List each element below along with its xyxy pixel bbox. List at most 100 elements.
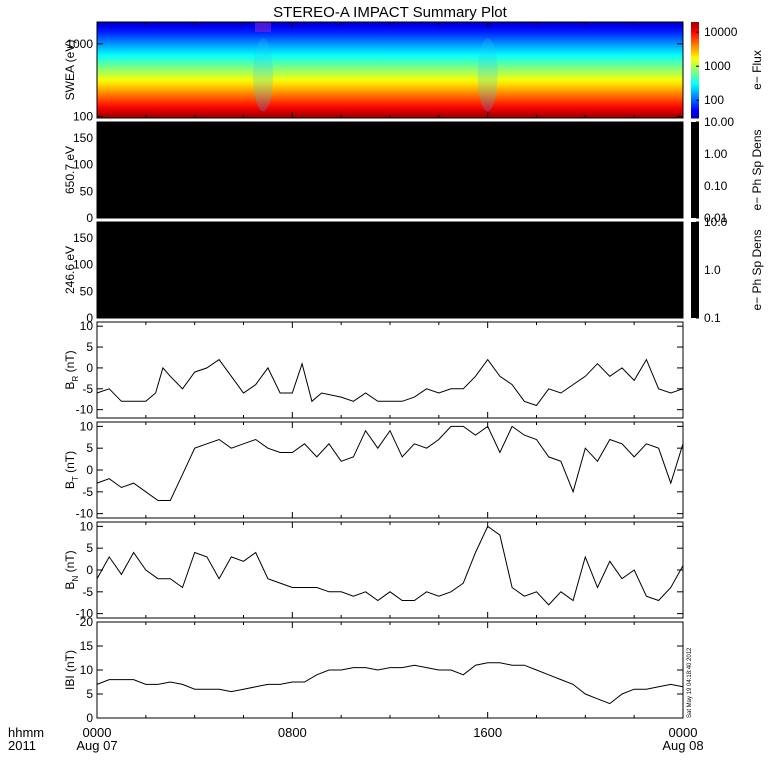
panel-7: 0 5 10 15 20 IBI (nT) — [63, 615, 684, 725]
colorbar-cell — [691, 98, 699, 102]
colorbar-cell — [691, 115, 699, 119]
colorbar-cell — [691, 86, 699, 90]
y-tick-label: 150 — [73, 231, 93, 245]
series-line — [96, 425, 684, 501]
colorbar-tick-label: 1.00 — [704, 147, 728, 161]
colorbar-cell — [691, 89, 699, 93]
colorbar — [691, 222, 699, 318]
colorbar-cell — [691, 58, 699, 61]
spectrogram-image — [97, 22, 683, 118]
colorbar-tick-label: 1000 — [704, 59, 731, 73]
y-axis-label: 246.6 eV — [63, 246, 77, 294]
y-tick-label: 5 — [86, 687, 93, 701]
colorbar-tick-label: 10000 — [704, 25, 738, 39]
spectrogram-dip — [253, 38, 274, 112]
y-label-sub: T — [71, 476, 80, 481]
colorbar-cell — [691, 29, 699, 33]
colorbar-cell — [691, 101, 699, 105]
y-tick-label: -5 — [82, 485, 93, 499]
colorbar-cell — [691, 24, 699, 28]
colorbar-tick-label: 10.00 — [704, 115, 734, 129]
y-axis-label: BT (nT) — [63, 451, 80, 489]
y-label-main: B — [63, 582, 77, 590]
colorbar-cell — [691, 41, 699, 45]
y-tick-label: 10 — [80, 319, 94, 333]
colorbar-cell — [691, 96, 699, 100]
x-tick-label: 0000 — [669, 725, 698, 740]
colorbar-cell — [691, 72, 699, 76]
colorbar-cell — [691, 34, 699, 37]
y-axis-label: IBI (nT) — [63, 650, 77, 690]
colorbar-label: e− Ph Sp Dens — [750, 129, 764, 210]
x-tick-date: Aug 08 — [662, 738, 703, 753]
y-tick-label: 0 — [86, 711, 93, 725]
colorbar-cell — [691, 67, 699, 71]
y-tick-label: 100 — [73, 258, 93, 272]
x-tick-label: 0000 — [83, 725, 112, 740]
y-axis-label: BN (nT) — [63, 550, 80, 589]
y-tick-label: 100 — [73, 158, 93, 172]
plot-title: STEREO-A IMPACT Summary Plot — [273, 4, 507, 21]
y-tick-label: 5 — [86, 441, 93, 455]
series-line — [96, 525, 684, 606]
colorbar-cell — [691, 70, 699, 73]
y-tick-label: 150 — [73, 131, 93, 145]
y-tick-label: 0 — [86, 211, 93, 225]
y-label-unit: (nT) — [63, 650, 77, 675]
colorbar-cell — [691, 113, 699, 117]
y-label-sub: R — [71, 376, 80, 382]
y-label-main: IBI — [63, 675, 77, 690]
y-tick-label: 5 — [86, 340, 93, 354]
y-tick-label: -10 — [76, 507, 94, 521]
panel-frame — [96, 621, 684, 719]
colorbar-label: e− Ph Sp Dens — [750, 229, 764, 310]
panel-4: -10 -5 0 5 10 BR (nT) — [63, 319, 684, 419]
y-tick-label: 0 — [86, 463, 93, 477]
y-tick-label: -10 — [76, 607, 94, 621]
panel-6: -10 -5 0 5 10 BN (nT) — [63, 519, 684, 621]
colorbar-tick-label: 0.10 — [704, 179, 728, 193]
y-tick-label: 10 — [80, 519, 94, 533]
y-label-main: B — [63, 382, 77, 390]
colorbar-tick-label: 1.0 — [704, 263, 721, 277]
spectrogram-dip-top — [255, 22, 272, 32]
colorbar-cell — [691, 60, 699, 64]
y-tick-label: 10 — [80, 663, 94, 677]
colorbar-cell — [691, 79, 699, 83]
colorbar-cell — [691, 22, 699, 25]
colorbar-cell — [691, 36, 699, 40]
series-line — [96, 662, 684, 705]
panel-frame — [96, 521, 684, 619]
y-tick-label: -5 — [82, 382, 93, 396]
colorbar-cell — [691, 53, 699, 57]
y-tick-label: 10 — [80, 419, 94, 433]
y-label-unit: (nT) — [63, 550, 77, 575]
colorbar-cell — [691, 82, 699, 85]
colorbar-cell — [691, 103, 699, 107]
colorbar-cell — [691, 31, 699, 35]
y-tick-label: 50 — [80, 184, 94, 198]
colorbar-cell — [691, 43, 699, 47]
y-tick-label: 50 — [80, 284, 94, 298]
x-tick-label: 1600 — [473, 725, 502, 740]
y-tick-label: 1000 — [66, 37, 93, 51]
colorbar — [691, 122, 699, 218]
x-axis-hhmm-label: hhmm — [8, 725, 44, 740]
spectrogram-fill — [97, 122, 683, 218]
y-tick-label: 0 — [86, 563, 93, 577]
y-label-sub: N — [71, 576, 80, 582]
y-tick-label: 20 — [80, 615, 94, 629]
colorbar-cell — [691, 55, 699, 59]
colorbar-cell — [691, 26, 699, 30]
y-tick-label: 15 — [80, 639, 94, 653]
colorbar-cell — [691, 91, 699, 95]
colorbar-cell — [691, 94, 699, 97]
colorbar-tick-label: 0.1 — [704, 311, 721, 325]
x-tick-date: Aug 07 — [76, 738, 117, 753]
colorbar-cell — [691, 108, 699, 112]
y-tick-label: 5 — [86, 541, 93, 555]
